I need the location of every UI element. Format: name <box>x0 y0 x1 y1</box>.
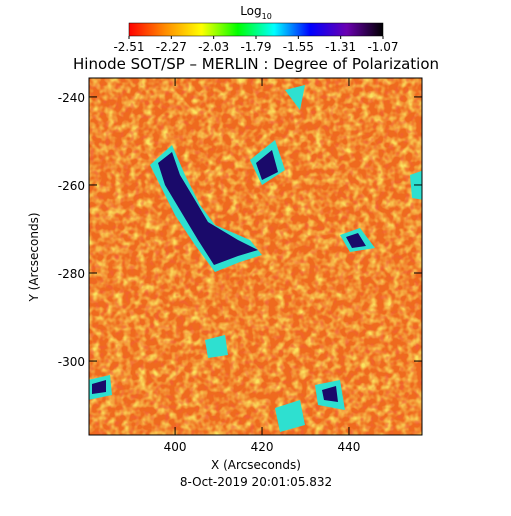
colorbar-tick-label: -2.03 <box>198 40 229 54</box>
colorbar-tick-label: -1.55 <box>283 40 314 54</box>
colorbar-tick-label: -1.79 <box>240 40 271 54</box>
x-tick-label: 420 <box>251 440 274 454</box>
heatmap-image <box>89 78 422 435</box>
y-axis-label: Y (Arcseconds) <box>27 212 41 302</box>
x-axis-label: X (Arcseconds) <box>211 458 301 472</box>
colorbar-tick-label: -2.51 <box>113 40 144 54</box>
x-tick-label: 400 <box>164 440 187 454</box>
colorbar-tick-label: -2.27 <box>156 40 187 54</box>
colorbar-label-main: Log <box>240 4 261 18</box>
footer: 8-Oct-2019 20:01:05.832 <box>180 475 332 489</box>
colorbar <box>128 22 384 37</box>
colorbar-label-sub: 10 <box>262 12 272 21</box>
y-tick-label: -240 <box>58 91 85 105</box>
plot-frame <box>88 77 423 436</box>
colorbar-label: Log10 <box>240 4 272 21</box>
colorbar-tick-label: -1.31 <box>325 40 356 54</box>
x-tick-label: 440 <box>338 440 361 454</box>
colorbar-tick-label: -1.07 <box>367 40 398 54</box>
y-tick-label: -300 <box>58 355 85 369</box>
chart-title: Hinode SOT/SP – MERLIN : Degree of Polar… <box>73 55 439 73</box>
y-tick-label: -260 <box>58 179 85 193</box>
y-tick-label: -280 <box>58 267 85 281</box>
